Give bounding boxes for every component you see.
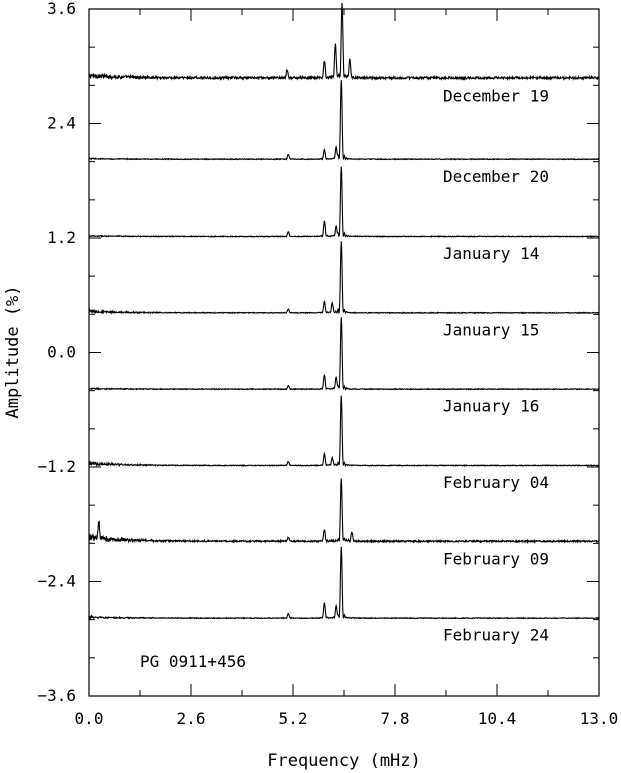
series-line bbox=[88, 317, 600, 392]
y-tick-label: 2.4 bbox=[47, 114, 76, 133]
series-line bbox=[88, 166, 600, 239]
y-tick-label: 1.2 bbox=[47, 228, 76, 247]
x-tick-label: 2.6 bbox=[177, 709, 206, 728]
series-label: January 15 bbox=[443, 320, 539, 339]
series-label: February 24 bbox=[443, 626, 549, 645]
series-label: January 16 bbox=[443, 397, 539, 416]
x-tick-label: 5.2 bbox=[279, 709, 308, 728]
series-line bbox=[88, 80, 600, 161]
series-line bbox=[88, 478, 600, 545]
series-line bbox=[88, 3, 600, 82]
series-label: February 09 bbox=[443, 549, 549, 568]
series-line bbox=[88, 546, 600, 621]
x-tick-label: 13.0 bbox=[580, 709, 619, 728]
series-line bbox=[88, 241, 600, 315]
y-tick-label: −1.2 bbox=[37, 457, 76, 476]
y-axis: 3.6 2.4 1.2 0.0 −1.2 −2.4 −3.6 bbox=[37, 0, 599, 705]
x-axis: 0.0 2.6 5.2 7.8 10.4 13.0 bbox=[75, 9, 619, 728]
series-label: February 04 bbox=[443, 473, 549, 492]
x-tick-label: 10.4 bbox=[478, 709, 517, 728]
night-labels: December 19 December 20 January 14 January … bbox=[443, 87, 549, 645]
x-tick-label: 0.0 bbox=[75, 709, 104, 728]
y-axis-label: Amplitude (%) bbox=[3, 285, 23, 418]
x-axis-label: Frequency (mHz) bbox=[267, 751, 421, 771]
series-label: December 20 bbox=[443, 167, 549, 186]
object-label: PG 0911+456 bbox=[140, 652, 246, 671]
y-tick-label: 3.6 bbox=[47, 0, 76, 18]
series-label: December 19 bbox=[443, 87, 549, 106]
series-layer bbox=[88, 3, 600, 621]
y-tick-label: 0.0 bbox=[47, 343, 76, 362]
y-tick-label: −3.6 bbox=[37, 686, 76, 705]
minor-ticks bbox=[89, 9, 599, 696]
x-tick-label: 7.8 bbox=[381, 709, 410, 728]
series-line bbox=[88, 395, 600, 468]
y-tick-label: −2.4 bbox=[37, 572, 76, 591]
series-label: January 14 bbox=[443, 244, 539, 263]
plot-frame bbox=[88, 8, 600, 697]
